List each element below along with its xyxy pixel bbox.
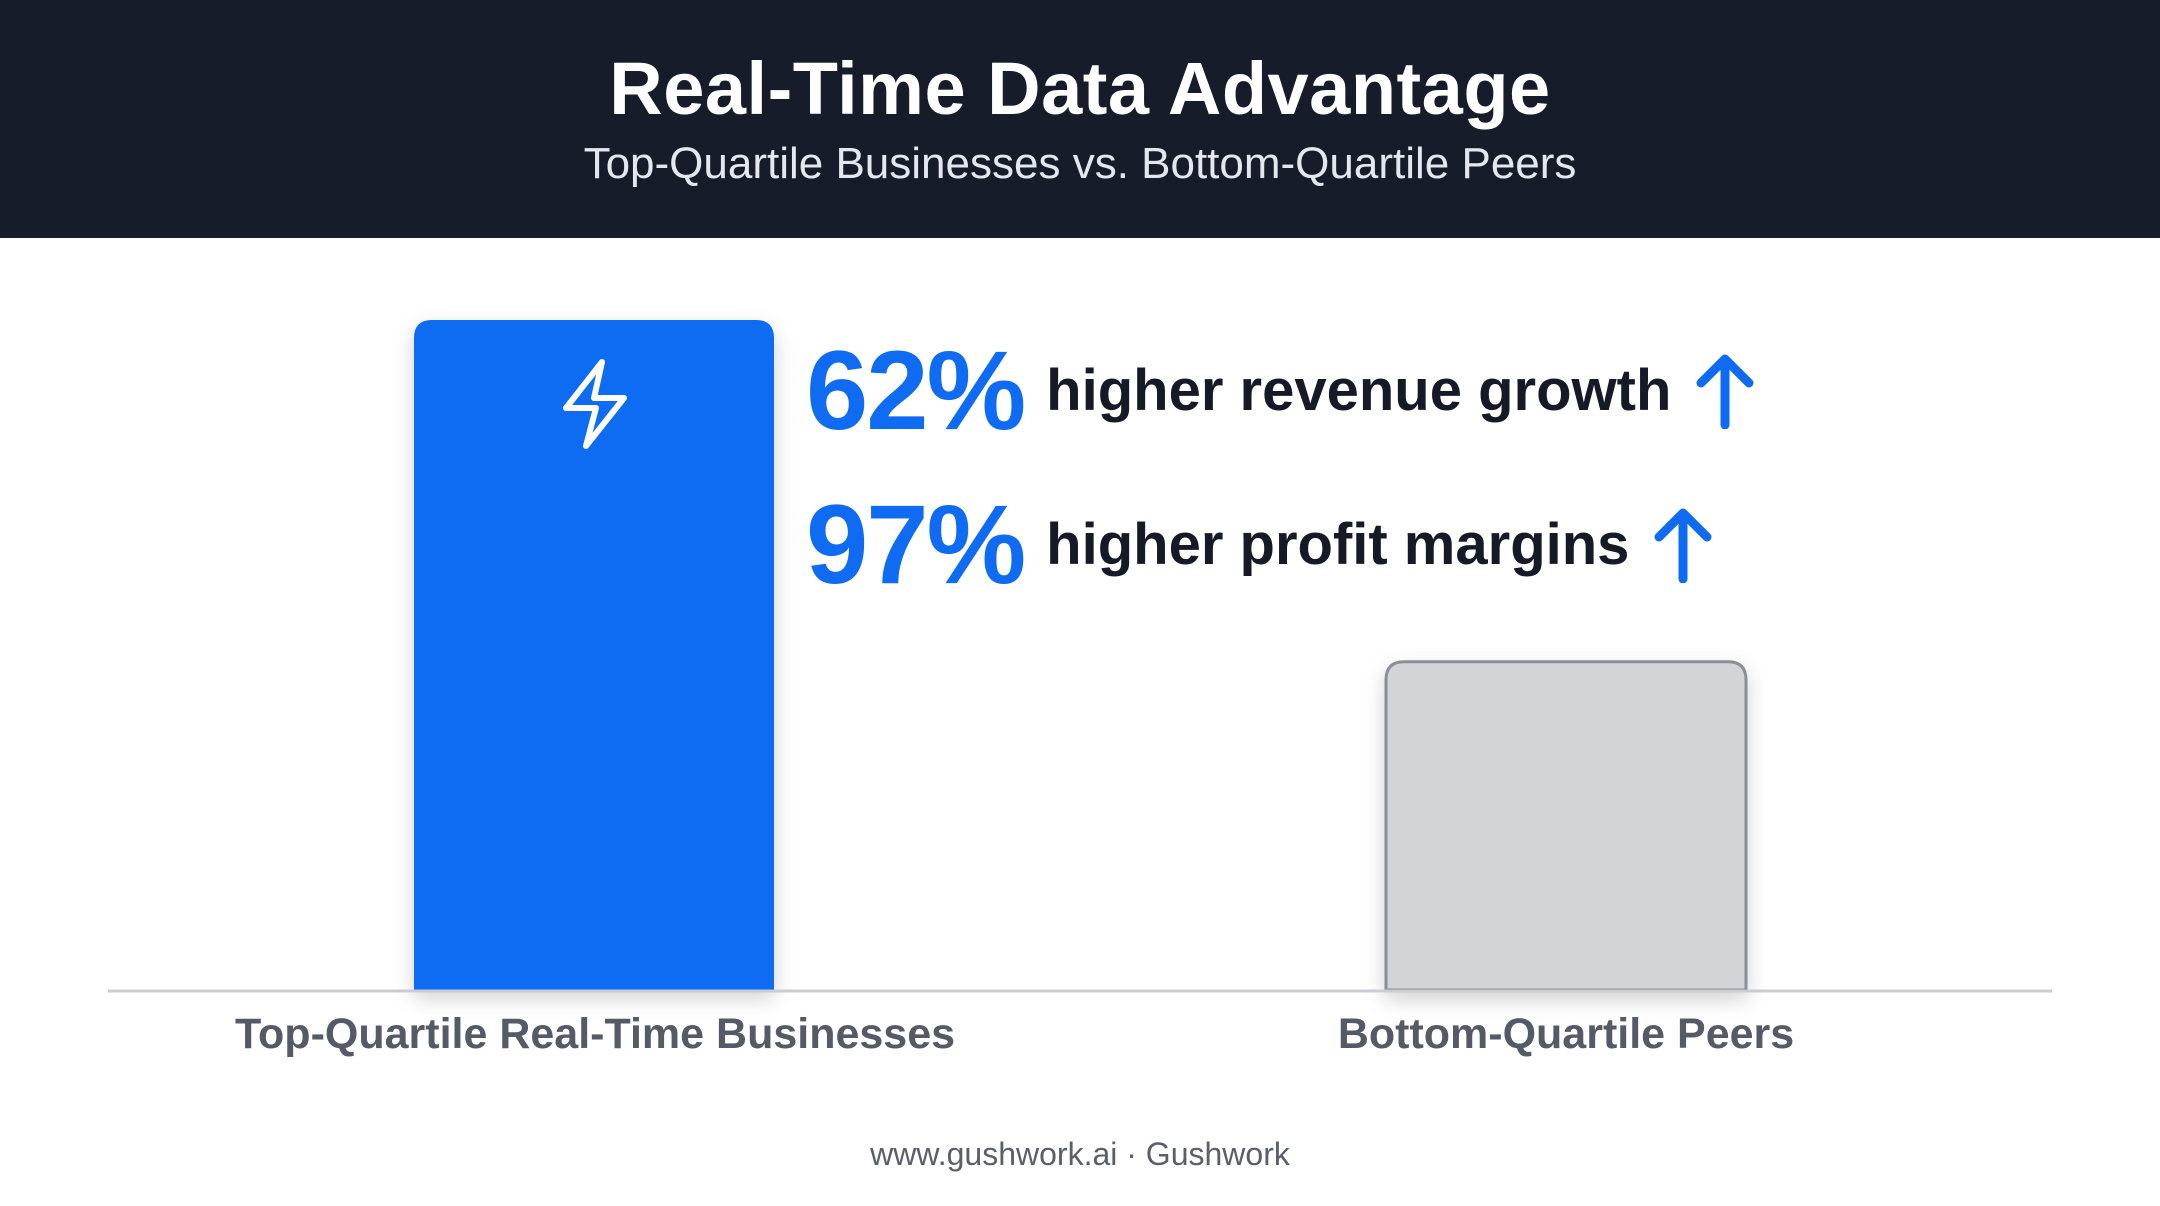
arrow-up-icon xyxy=(1693,351,1757,430)
category-label-top-quartile: Top-Quartile Real-Time Businesses xyxy=(234,1010,956,1058)
lightning-icon xyxy=(563,359,627,449)
header-banner: Real-Time Data Advantage Top-Quartile Bu… xyxy=(0,0,2160,238)
stat-profit-margins: 97% higher profit margins xyxy=(806,482,1715,607)
stat-label: higher revenue growth xyxy=(1046,357,1672,423)
chart-subtitle: Top-Quartile Businesses vs. Bottom-Quart… xyxy=(583,139,1577,188)
bar-bottom-quartile xyxy=(1384,660,1748,992)
stat-revenue-growth: 62% higher revenue growth xyxy=(806,328,1757,453)
stat-label: higher profit margins xyxy=(1046,511,1630,577)
arrow-up-icon xyxy=(1651,505,1715,584)
stat-value: 97% xyxy=(806,481,1026,607)
category-label-bottom-quartile: Bottom-Quartile Peers xyxy=(1337,1010,1795,1058)
bar-top-quartile xyxy=(414,320,774,990)
footer-credit: www.gushwork.ai · Gushwork xyxy=(870,1136,1290,1172)
stat-value: 62% xyxy=(806,327,1026,453)
chart-title: Real-Time Data Advantage xyxy=(609,47,1551,130)
bar-chart xyxy=(108,320,2052,993)
